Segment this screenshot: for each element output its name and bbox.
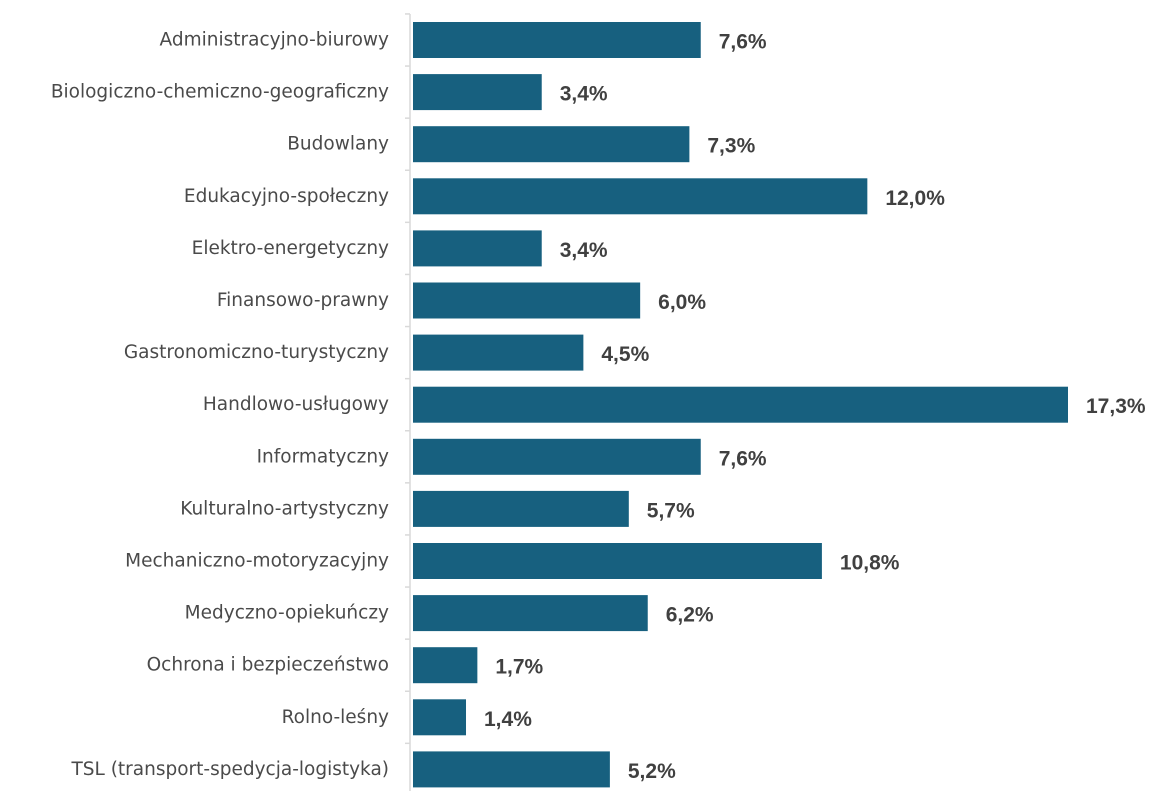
category-label: Kulturalno-artystyczny — [180, 498, 389, 519]
category-label: Medyczno-opiekuńczy — [185, 603, 389, 624]
bar — [413, 595, 648, 632]
category-labels: Administracyjno-biurowy Biologiczno-chemi… — [51, 30, 389, 780]
value-label: 10,8% — [840, 552, 900, 575]
value-label: 17,3% — [1086, 395, 1146, 418]
bar — [413, 74, 542, 111]
category-label: Edukacyjno-społeczny — [184, 186, 389, 207]
category-label: Ochrona i bezpieczeństwo — [147, 655, 389, 676]
value-label: 4,5% — [601, 343, 649, 366]
category-label: Budowlany — [287, 134, 389, 155]
bar — [413, 230, 542, 267]
value-label: 6,0% — [658, 291, 706, 314]
value-label: 7,6% — [719, 31, 767, 54]
category-label: Handlowo-usługowy — [203, 394, 389, 415]
value-labels: 7,6% 3,4% 7,3% 12,0% 3,4% 6,0% 4,5% 17,3% 7,6% 5,… — [484, 31, 1146, 783]
bars — [413, 22, 1068, 788]
bar — [413, 334, 584, 371]
bar — [413, 751, 610, 788]
bar — [413, 282, 641, 319]
category-label: Biologiczno-chemiczno-geograficzny — [51, 82, 389, 103]
category-label: Administracyjno-biurowy — [160, 30, 390, 51]
bar — [413, 490, 629, 527]
value-label: 5,7% — [647, 499, 695, 522]
category-label: Elektro-energetyczny — [192, 238, 389, 259]
bar — [413, 543, 822, 579]
bar — [413, 386, 1068, 423]
value-label: 7,3% — [707, 135, 755, 158]
y-axis — [405, 13, 411, 791]
category-label: TSL (transport-spedycja-logistyka) — [70, 759, 389, 780]
category-label: Gastronomiczno-turystyczny — [124, 342, 389, 363]
bar — [413, 126, 690, 163]
value-label: 1,7% — [495, 656, 543, 679]
bar — [413, 438, 701, 475]
value-label: 12,0% — [885, 187, 945, 210]
category-label: Rolno-leśny — [282, 707, 389, 728]
value-label: 1,4% — [484, 708, 532, 731]
value-label: 3,4% — [560, 239, 608, 262]
value-label: 3,4% — [560, 83, 608, 106]
value-label: 6,2% — [666, 604, 714, 627]
category-label: Finansowo-prawny — [217, 290, 389, 311]
value-label: 5,2% — [628, 760, 676, 783]
category-label: Mechaniczno-motoryzacyjny — [125, 551, 389, 572]
value-label: 7,6% — [719, 447, 767, 470]
category-label: Informatyczny — [257, 446, 389, 467]
bar — [413, 699, 467, 736]
bar — [413, 22, 701, 58]
bar — [413, 647, 478, 684]
bar — [413, 178, 868, 215]
